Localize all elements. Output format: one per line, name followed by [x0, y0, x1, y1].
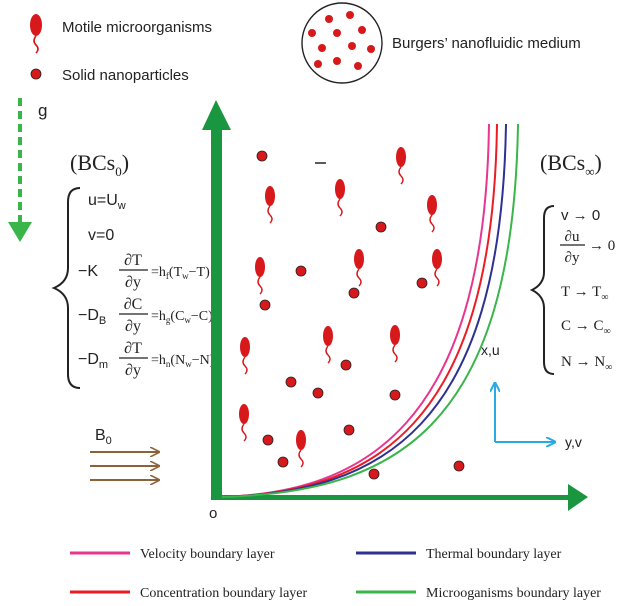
- microorganism-boundary-curve: [221, 123, 519, 498]
- nanoparticle: [375, 221, 387, 233]
- microorganism: [255, 257, 265, 295]
- bc-inf-brace: [529, 205, 555, 375]
- microorganism: [323, 326, 333, 364]
- microorganism: [396, 147, 406, 185]
- svg-text:−K: −K: [78, 263, 98, 280]
- bc-wall-eq2: v=0: [88, 227, 114, 244]
- nanoparticle: [259, 299, 271, 311]
- svg-text:−DB: −DB: [78, 307, 106, 327]
- legend-label-microorganisms: Microoganisms boundary layer: [426, 586, 601, 601]
- microorganism: [239, 404, 249, 442]
- nanoparticle: [340, 359, 352, 371]
- svg-text:−Dm: −Dm: [78, 351, 108, 371]
- microorganisms-group: [239, 147, 442, 468]
- bc-inf-eq1: v → 0: [561, 207, 600, 224]
- bc-inf-eq5: N → N∞: [561, 354, 612, 373]
- legend-label-velocity: Velocity boundary layer: [140, 547, 275, 562]
- svg-text:∂T: ∂T: [124, 252, 142, 269]
- frame-y-label: y,v: [565, 434, 582, 450]
- legend-label-concentration: Concentration boundary layer: [140, 586, 308, 601]
- velocity-boundary-curve: [221, 123, 490, 498]
- svg-text:=hf(Tw−T): =hf(Tw−T): [151, 265, 210, 281]
- wall-axis-arrowhead: [202, 100, 231, 130]
- origin-label: o: [209, 505, 217, 522]
- microorganism: [354, 249, 364, 287]
- bc-inf-eq3: T → T∞: [561, 284, 608, 303]
- horizontal-axis-arrowhead: [568, 484, 588, 511]
- microorganism: [390, 325, 400, 363]
- nanoparticle: [256, 150, 268, 162]
- bc-wall-eq5: −Dm ∂T ∂y =hn(Nw−N): [78, 340, 215, 379]
- microorganism: [427, 195, 437, 233]
- horizontal-axis: [211, 495, 573, 500]
- key-microorganisms-label: Motile microorganisms: [62, 19, 212, 36]
- microorganism: [335, 179, 345, 217]
- nanoparticles-group: [256, 150, 465, 480]
- microorganism: [432, 249, 442, 287]
- nanoparticle: [368, 468, 380, 480]
- svg-text:∂y: ∂y: [125, 274, 141, 291]
- bc-inf-eq4: C → C∞: [561, 318, 611, 337]
- field-label: B0: [95, 427, 112, 447]
- svg-text:∂C: ∂C: [124, 296, 143, 313]
- nanoparticle: [416, 277, 428, 289]
- svg-text:∂y: ∂y: [125, 362, 141, 379]
- microorganism: [296, 430, 306, 468]
- nanoparticle: [453, 460, 465, 472]
- frame-x-label: x,u: [481, 342, 500, 358]
- nanoparticle: [343, 424, 355, 436]
- key-nanoparticles-label: Solid nanoparticles: [62, 67, 189, 84]
- bc-wall-eq1: u=Uw: [88, 192, 126, 212]
- wall-axis: [211, 128, 222, 499]
- bc-wall-brace: [51, 187, 81, 389]
- bc-wall-eq4: −DB ∂C ∂y =hg(Cw−C): [78, 296, 213, 335]
- nanoparticle: [312, 387, 324, 399]
- nanoparticle: [389, 389, 401, 401]
- microorganism: [240, 337, 250, 375]
- nanoparticle: [285, 376, 297, 388]
- legend-label-thermal: Thermal boundary layer: [426, 547, 562, 562]
- key-microorganism-icon: [30, 14, 42, 54]
- svg-text:=hn(Nw−N): =hn(Nw−N): [151, 353, 215, 369]
- gravity-arrowhead: [8, 222, 32, 242]
- svg-text:∂T: ∂T: [124, 340, 142, 357]
- bc-wall-eq3: −K ∂T ∂y =hf(Tw−T): [78, 252, 210, 291]
- nanoparticle: [277, 456, 289, 468]
- microorganism: [265, 186, 275, 224]
- magnetic-field-arrows: [90, 452, 158, 480]
- medium-icon: [301, 2, 383, 84]
- gravity-label: g: [38, 101, 47, 120]
- svg-text:∂y: ∂y: [125, 318, 141, 335]
- svg-text:→ 0: → 0: [589, 238, 615, 254]
- bc-wall-title: (BCs0): [70, 150, 129, 179]
- svg-text:∂y: ∂y: [565, 250, 580, 266]
- bc-inf-title: (BCs∞): [540, 150, 602, 179]
- legend: Velocity boundary layer Thermal boundary…: [70, 547, 601, 601]
- nanoparticle: [262, 434, 274, 446]
- bc-inf-eq2: ∂u ∂y → 0: [560, 229, 615, 266]
- medium-label: Burgers’ nanofluidic medium: [392, 35, 581, 52]
- nanoparticle: [295, 265, 307, 277]
- nanoparticle: [348, 287, 360, 299]
- svg-text:∂u: ∂u: [565, 229, 580, 245]
- svg-text:=hg(Cw−C): =hg(Cw−C): [151, 309, 213, 325]
- key-nanoparticle-icon: [30, 68, 42, 80]
